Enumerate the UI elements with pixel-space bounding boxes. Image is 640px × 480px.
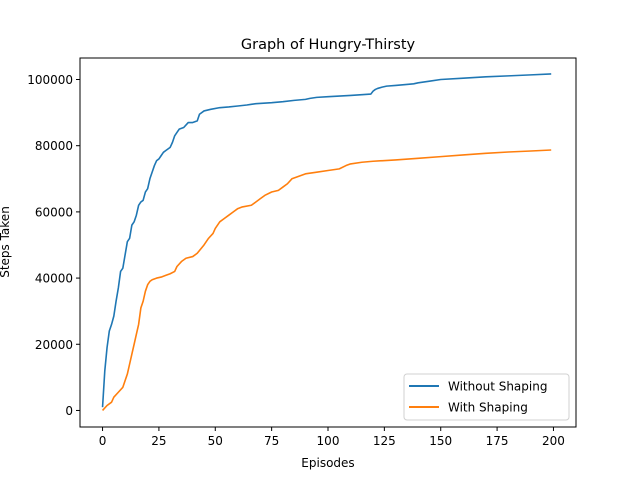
x-tick-label: 100 bbox=[317, 434, 340, 448]
y-axis-label: Steps Taken bbox=[0, 206, 12, 278]
y-tick-label: 80000 bbox=[35, 139, 73, 153]
x-tick-label: 150 bbox=[429, 434, 452, 448]
legend-label-with-shaping: With Shaping bbox=[448, 401, 528, 415]
x-tick-label: 125 bbox=[373, 434, 396, 448]
x-tick-label: 25 bbox=[151, 434, 166, 448]
x-axis-label: Episodes bbox=[301, 456, 354, 470]
x-tick-label: 75 bbox=[264, 434, 279, 448]
legend-box bbox=[403, 373, 570, 421]
y-tick-label: 40000 bbox=[35, 272, 73, 286]
series-line-with-shaping bbox=[101, 149, 552, 411]
series-layer bbox=[101, 73, 552, 411]
x-tick-label: 0 bbox=[99, 434, 107, 448]
y-tick-label: 60000 bbox=[35, 205, 73, 219]
x-tick-label: 200 bbox=[542, 434, 565, 448]
axes-layer: 0 25 50 75 100 125 150 175 200 0 20000 40000 60000 80… bbox=[27, 73, 565, 448]
y-tick-label: 0 bbox=[65, 404, 73, 418]
legend: Without Shaping With Shaping bbox=[403, 373, 570, 421]
x-tick-label: 175 bbox=[486, 434, 509, 448]
y-tick-label: 100000 bbox=[27, 73, 73, 87]
legend-label-without-shaping: Without Shaping bbox=[448, 380, 547, 394]
y-tick-label: 20000 bbox=[35, 338, 73, 352]
chart-title: Graph of Hungry-Thirsty bbox=[241, 37, 416, 53]
plot-frame bbox=[79, 57, 577, 428]
x-tick-label: 50 bbox=[208, 434, 223, 448]
series-line-without-shaping bbox=[101, 73, 552, 408]
